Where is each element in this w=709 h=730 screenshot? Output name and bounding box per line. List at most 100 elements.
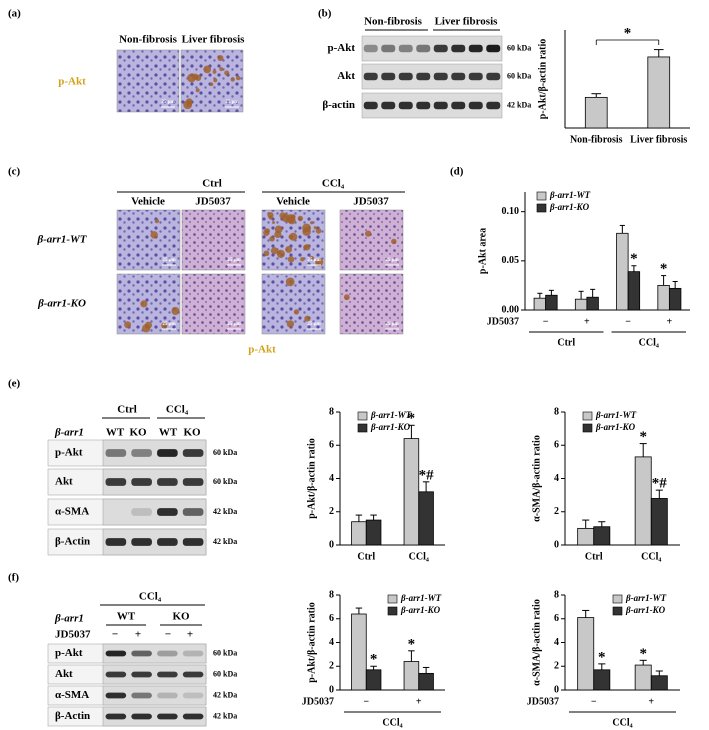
stain-spot — [300, 257, 305, 262]
stain-spot — [297, 215, 304, 222]
gene-label: β-arr1 — [54, 613, 84, 625]
scale-bar-label: 25 μm — [307, 258, 321, 263]
significance-mark: * — [408, 411, 416, 427]
genotype-label: KO — [172, 611, 190, 623]
stain-spot — [263, 250, 270, 257]
stain-spot — [274, 225, 283, 234]
blot-band — [398, 72, 413, 81]
error-bar — [653, 49, 664, 57]
y-tick-label: 8 — [554, 406, 559, 417]
row-label: p-Akt — [58, 76, 86, 88]
stain-spot — [263, 229, 270, 236]
micrograph — [116, 209, 181, 271]
blot-band — [363, 101, 378, 110]
stain-spot — [236, 75, 241, 81]
blot-band — [182, 692, 204, 699]
blot-band — [182, 671, 204, 678]
row-label: Akt — [337, 70, 355, 82]
y-tick-label: 2 — [554, 506, 559, 517]
panel-letter: (f) — [8, 572, 19, 584]
blot-band — [451, 44, 466, 53]
size-label: 42 kDa — [213, 711, 237, 720]
blot-band — [486, 72, 501, 81]
blot-band — [105, 538, 127, 546]
blot-band — [416, 101, 431, 110]
lane-label: + — [135, 629, 141, 641]
bar — [574, 298, 588, 311]
bar — [668, 287, 682, 311]
x-tick-label: Liver fibrosis — [630, 134, 687, 145]
y-tick-label: 8 — [329, 589, 334, 600]
error-bar — [591, 93, 602, 98]
error-bar — [422, 481, 430, 492]
group-label: Ctrl — [557, 337, 575, 348]
blot-band — [157, 449, 178, 457]
stain-spot — [343, 294, 350, 301]
error-bar — [578, 290, 584, 300]
y-tick-label: 2 — [329, 506, 334, 517]
blot-band — [157, 508, 178, 516]
scale-bar-label: 25 μm — [227, 258, 241, 263]
error-bar — [408, 650, 415, 662]
bar — [418, 672, 434, 691]
significance-mark: * — [598, 649, 606, 665]
row-label: β-arr1-WT — [36, 234, 87, 246]
lane-label: WT — [106, 427, 125, 439]
row-label: β-Actin — [55, 536, 90, 548]
blot-band — [105, 478, 127, 486]
lane-label: − — [112, 629, 118, 641]
bar — [647, 56, 671, 129]
column-label: Non-fibrosis — [119, 34, 178, 46]
bar — [351, 613, 367, 691]
blot-strip — [102, 643, 207, 664]
bar — [403, 438, 420, 546]
stain-spot — [304, 315, 311, 322]
blot-band — [468, 72, 483, 81]
y-axis-label: p-Akt/β-actin ratio — [306, 438, 317, 519]
blot-band — [433, 101, 448, 110]
stain-spot — [213, 78, 218, 83]
x-row-label: JD5037 — [527, 696, 559, 707]
row-label: α-SMA — [55, 506, 89, 518]
error-bar — [582, 519, 590, 529]
blot-strip — [102, 706, 207, 727]
x-tick-label: Ctrl — [357, 551, 375, 562]
stain-spot — [269, 236, 275, 242]
column-label: JD5037 — [195, 196, 231, 208]
error-bar — [370, 514, 377, 521]
error-bar — [631, 265, 637, 272]
error-bar — [655, 489, 663, 499]
x-tick-label: − — [625, 316, 631, 327]
x-tick-label: CCl₄ — [409, 551, 429, 562]
stain-spot — [209, 82, 214, 87]
blot-band — [486, 101, 501, 110]
blot-band — [157, 713, 178, 720]
stain-spot — [310, 221, 314, 225]
stain-spot — [192, 73, 199, 80]
row-label: β-actin — [322, 99, 355, 111]
lane-label: KO — [183, 427, 201, 439]
stain-spot — [285, 245, 293, 253]
column-label: Vehicle — [276, 196, 310, 208]
y-tick-label: 8 — [329, 406, 334, 417]
blot-band — [157, 478, 178, 486]
bar — [545, 294, 558, 311]
blot-band — [105, 650, 127, 657]
blot-strip — [102, 664, 207, 685]
y-tick-label: 6 — [554, 440, 559, 451]
legend-label: β-arr1-WT — [549, 190, 591, 200]
row-label: β-Actin — [55, 710, 90, 722]
column-label: Vehicle — [131, 196, 165, 208]
error-bar — [590, 288, 596, 298]
lane-label: KO — [129, 427, 147, 439]
blot-band — [451, 101, 466, 110]
legend-label: β-arr1-KO — [370, 422, 411, 432]
stain-spot — [154, 218, 160, 224]
y-tick-label: 0.05 — [502, 255, 520, 266]
blot-band — [131, 538, 152, 546]
size-label: 60 kDa — [213, 448, 237, 457]
x-tick-label: Non-fibrosis — [570, 134, 623, 145]
blot-band — [131, 692, 152, 699]
blot-band — [486, 44, 501, 53]
blot-band — [381, 72, 396, 81]
